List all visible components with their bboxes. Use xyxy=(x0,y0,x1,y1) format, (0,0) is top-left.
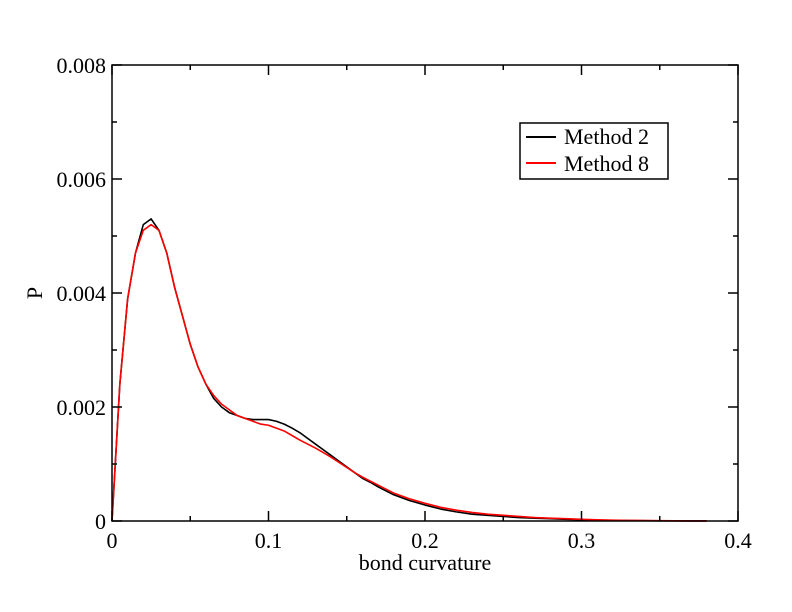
y-tick-label: 0.006 xyxy=(57,167,107,192)
x-axis-label: bond curvature xyxy=(359,550,492,575)
y-tick-label: 0.002 xyxy=(57,395,107,420)
plot-frame xyxy=(111,64,739,522)
x-tick-label: 0.2 xyxy=(411,528,439,553)
x-tick-label: 0.1 xyxy=(255,528,283,553)
x-tick-label: 0 xyxy=(107,528,118,553)
x-tick-label: 0.3 xyxy=(568,528,596,553)
legend-label-method-8: Method 8 xyxy=(564,151,649,176)
y-tick-label: 0 xyxy=(95,509,106,534)
y-axis-label: P xyxy=(22,287,47,299)
legend-label-method-2: Method 2 xyxy=(564,124,649,149)
series-line-method-8 xyxy=(111,223,707,522)
series-layer xyxy=(111,218,707,522)
y-tick-label: 0.008 xyxy=(57,53,107,78)
legend: Method 2 Method 8 xyxy=(519,122,669,180)
y-tick-label: 0.004 xyxy=(57,281,107,306)
tick-labels-layer: 0 0.1 0.2 0.3 0.4 0 0.002 0.004 0.006 0.008 xyxy=(57,53,752,553)
legend-box xyxy=(519,122,669,180)
x-tick-label: 0.4 xyxy=(724,528,752,553)
